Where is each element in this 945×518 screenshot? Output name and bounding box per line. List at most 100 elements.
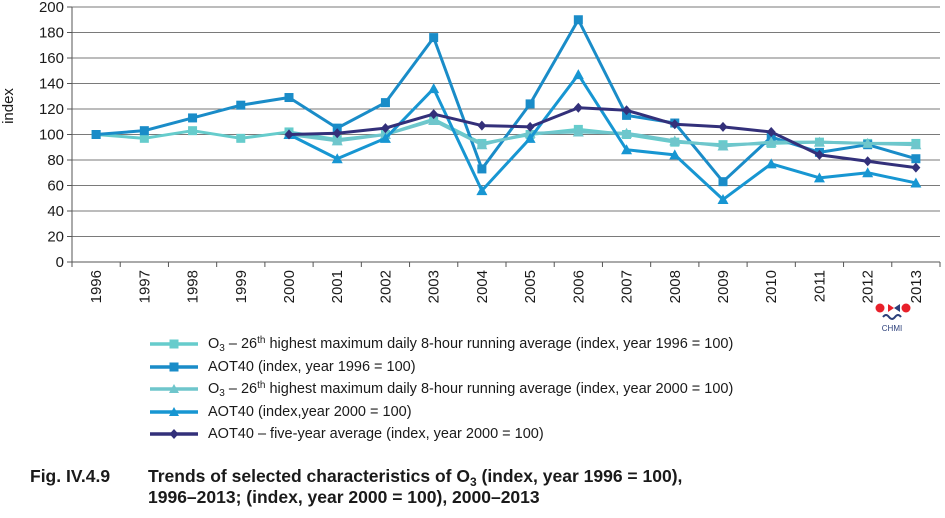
data-point-s1-1997: [139, 133, 149, 143]
series-s2: [91, 15, 921, 187]
series-line-s5: [288, 106, 917, 170]
y-axis-ticks: 0 20 40 60 80 100 120 140 160 180 200: [39, 0, 72, 271]
y-tick-label-140: 140: [39, 76, 64, 93]
data-point-s2-1997: [139, 126, 149, 136]
x-tick-label-2005: 2005: [522, 270, 539, 303]
data-point-s2-2006: [573, 15, 583, 25]
data-point-s5-2000: [284, 129, 294, 140]
legend-swatch-s3: [150, 384, 198, 393]
data-point-s2-2009: [718, 177, 728, 187]
data-point-s3-2011: [813, 136, 825, 147]
x-tick-label-2000: 2000: [281, 270, 298, 303]
data-point-s2-1998: [188, 113, 198, 123]
x-tick-label-1996: 1996: [88, 270, 105, 303]
series-line-s4: [288, 73, 917, 202]
x-tick-label-2012: 2012: [860, 270, 877, 303]
data-point-s4-2002: [379, 132, 391, 143]
x-tick-label-2011: 2011: [811, 270, 828, 302]
x-tick-label-2001: 2001: [329, 270, 346, 303]
x-tick-label-2010: 2010: [763, 270, 780, 303]
data-point-s5-2007: [622, 105, 632, 116]
data-point-s3-2012: [862, 137, 874, 148]
y-tick-label-80: 80: [47, 152, 64, 169]
data-point-s2-2004: [477, 164, 487, 174]
data-point-s2-2002: [380, 98, 390, 108]
data-point-s5-2001: [332, 128, 342, 139]
data-point-s1-1998: [188, 126, 198, 136]
legend-swatch-s1: [150, 339, 198, 349]
series-s3: [283, 114, 922, 151]
x-tick-label-1997: 1997: [136, 270, 153, 303]
x-tick-label-2013: 2013: [908, 270, 925, 303]
data-point-s2-2003: [429, 33, 439, 43]
data-point-s3-2013: [910, 139, 922, 150]
data-point-s4-2007: [621, 144, 633, 155]
series-s5: [284, 102, 921, 173]
y-tick-label-0: 0: [56, 254, 64, 271]
data-point-s2-1999: [236, 100, 246, 110]
data-point-s3-2007: [621, 127, 633, 138]
data-point-s5-2011: [814, 149, 824, 160]
data-point-s4-2010: [765, 158, 777, 169]
x-tick-label-2006: 2006: [570, 270, 587, 303]
chart-series: [91, 15, 922, 205]
legend-label-s3: O3 – 26th highest maximum daily 8-hour r…: [208, 380, 734, 399]
x-tick-label-2002: 2002: [377, 270, 394, 303]
data-point-s5-2006: [573, 102, 583, 113]
y-tick-label-180: 180: [39, 25, 64, 42]
chmi-logo-icon: [875, 303, 911, 320]
y-tick-label-120: 120: [39, 101, 64, 118]
data-point-s5-2009: [718, 121, 728, 132]
legend-swatch-s4: [150, 406, 198, 416]
chmi-logo-text: CHMI: [881, 324, 903, 333]
y-axis-label: index: [0, 88, 17, 124]
data-point-s4-2006: [572, 69, 584, 80]
data-point-s2-2005: [525, 99, 535, 109]
data-point-s2-2001: [332, 123, 342, 133]
chmi-logo: CHMI: [874, 302, 914, 338]
data-point-s3-2003: [428, 114, 440, 125]
data-point-s4-2012: [862, 167, 874, 178]
caption-line-1: Fig. IV.4.9 Trends of selected characteri…: [30, 466, 683, 489]
legend-swatch-s2: [150, 362, 198, 371]
x-tick-label-2008: 2008: [667, 270, 684, 303]
data-point-s4-2008: [669, 149, 681, 160]
legend-label-s4: AOT40 (index,year 2000 = 100): [208, 403, 412, 420]
data-point-s4-2001: [331, 153, 343, 164]
data-point-s4-2013: [910, 177, 922, 188]
legend-label-s2: AOT40 (index, year 1996 = 100): [208, 358, 416, 375]
data-point-s2-2000: [284, 93, 294, 103]
data-point-s4-2009: [717, 194, 729, 205]
data-point-s4-2003: [428, 83, 440, 94]
data-point-s5-2004: [477, 120, 487, 131]
data-point-s5-2003: [429, 109, 439, 120]
data-point-s3-2010: [765, 136, 777, 147]
y-tick-label-60: 60: [47, 178, 64, 195]
data-point-s3-2004: [476, 139, 488, 150]
y-tick-label-40: 40: [47, 203, 64, 220]
data-point-s4-2005: [524, 132, 536, 143]
data-point-s4-2011: [813, 172, 825, 183]
y-tick-label-20: 20: [47, 229, 64, 246]
x-tick-label-2007: 2007: [619, 270, 636, 303]
x-axis-ticks: 1996 1997 1998 1999 2000 2001 2002 2003 2004 2005…: [71, 262, 941, 303]
data-point-s3-2009: [717, 140, 729, 151]
caption-number: Fig. IV.4.9: [30, 466, 111, 486]
data-point-s5-2002: [380, 123, 390, 134]
line-chart: 0 20 40 60 80 100 120 140 160 180 200 1996 1997 1998…: [0, 0, 941, 303]
x-tick-label-1999: 1999: [233, 270, 250, 303]
data-point-s3-2001: [331, 135, 343, 146]
y-tick-label-100: 100: [39, 127, 64, 144]
data-point-s3-2008: [669, 135, 681, 146]
x-tick-label-2004: 2004: [474, 270, 491, 303]
data-point-s5-2010: [766, 126, 776, 137]
figure-caption: Fig. IV.4.9 Trends of selected characteri…: [30, 466, 682, 508]
data-point-s5-2013: [911, 162, 921, 173]
data-point-s2-2007: [622, 110, 632, 120]
series-line-s2: [95, 18, 917, 184]
y-tick-label-160: 160: [39, 50, 64, 67]
data-point-s5-2008: [670, 119, 680, 130]
data-point-s5-2005: [525, 121, 535, 132]
x-tick-label-1998: 1998: [185, 270, 202, 303]
data-point-s3-2006: [572, 126, 584, 137]
